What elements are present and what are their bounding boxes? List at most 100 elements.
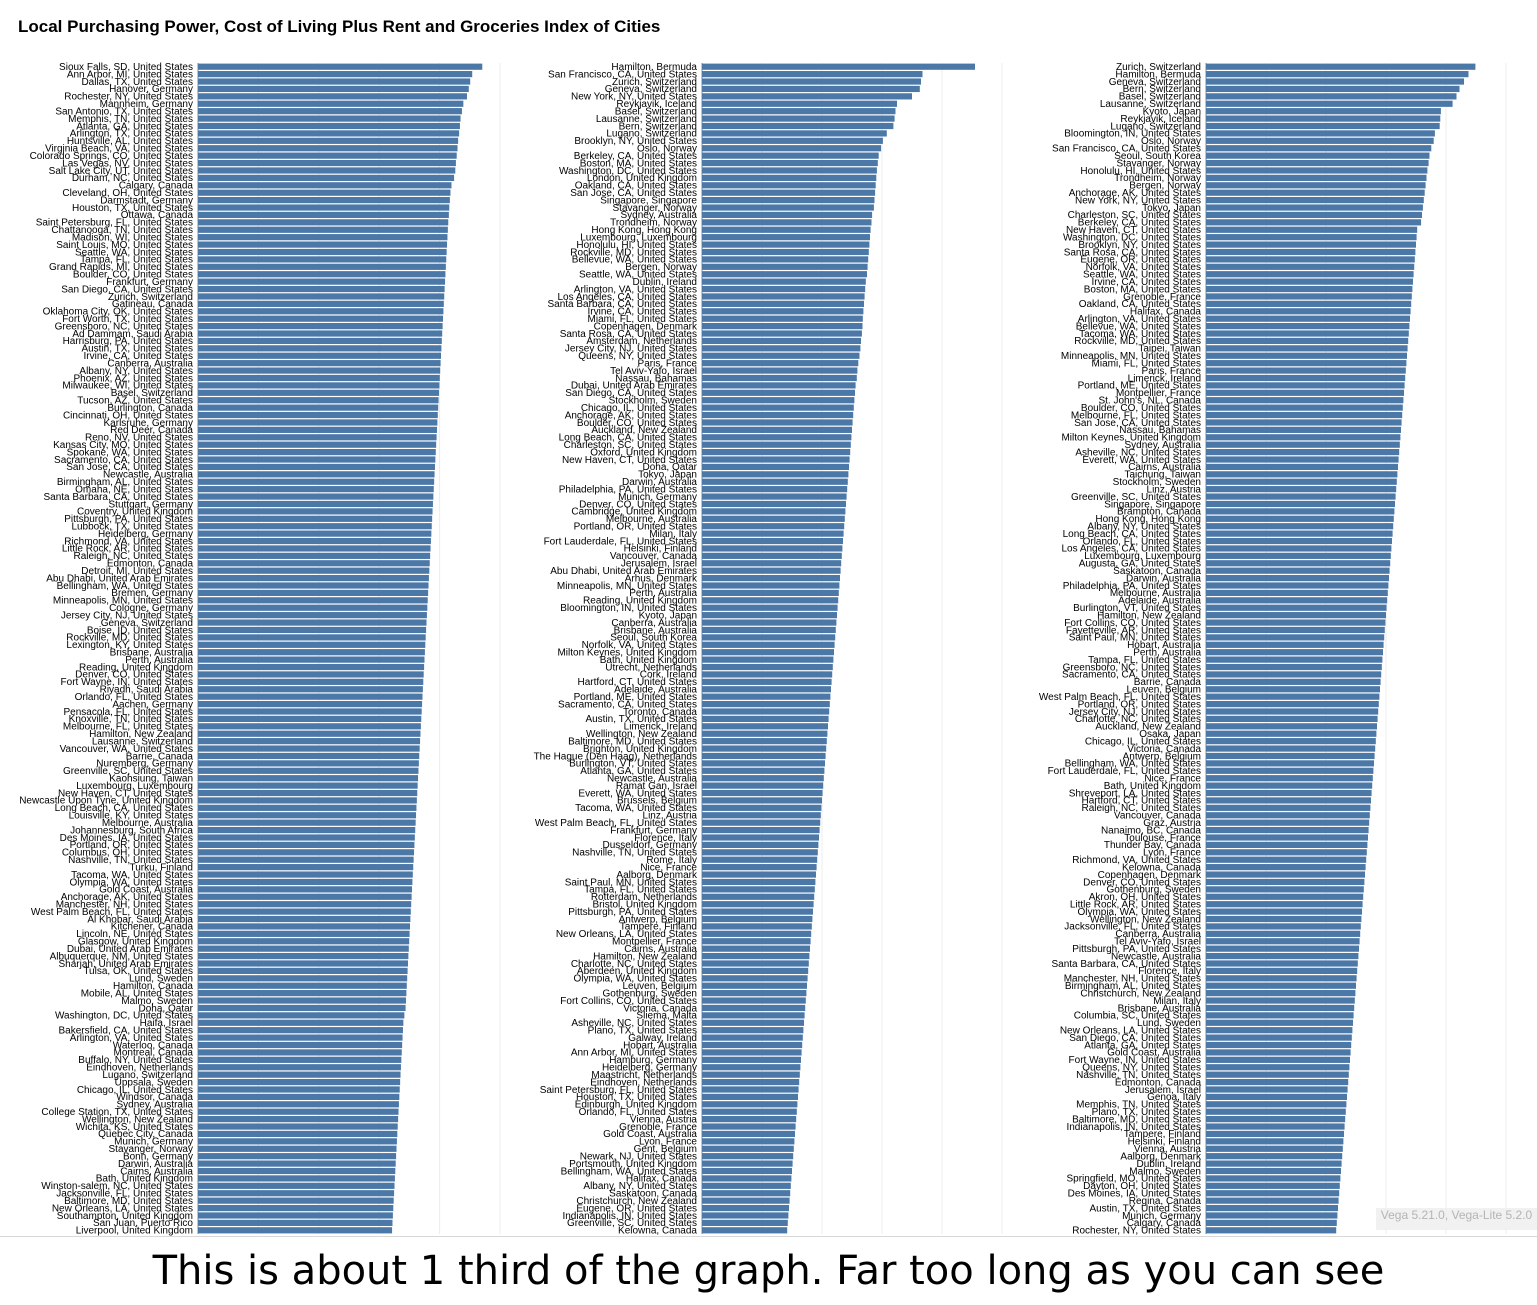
category-label: Irvine, CA, United States	[1092, 277, 1202, 288]
bar	[702, 782, 824, 789]
category-label: Vienna, Austria	[630, 1114, 698, 1125]
bar	[1206, 834, 1368, 841]
category-label: Dubai, United Arab Emirates	[571, 381, 697, 392]
category-label: Portland, OR, United States	[1078, 699, 1201, 710]
bar	[198, 804, 417, 811]
category-label: Bath, United Kingdom	[1104, 781, 1201, 792]
category-label: Jacksonville, FL, United States	[1064, 922, 1201, 933]
category-label: Fort Worth, TX, United States	[62, 314, 193, 325]
category-label: Philadelphia, PA, United States	[559, 484, 697, 495]
category-label: Saint Petersburg, FL, United States	[36, 218, 193, 229]
category-label: Raleigh, NC, United States	[73, 551, 193, 562]
category-label: Lugano, Switzerland	[606, 129, 697, 140]
category-label: Winston-salem, NC, United States	[41, 1181, 193, 1192]
bar	[1206, 493, 1396, 500]
category-label: Jerusalem, Israel	[1125, 1085, 1201, 1096]
category-label: Colorado Springs, CO, United States	[30, 151, 193, 162]
bar	[702, 219, 872, 226]
category-label: Milan, Italy	[1153, 996, 1201, 1007]
bar	[1206, 693, 1380, 700]
bar	[702, 493, 847, 500]
category-label: London, United Kingdom	[587, 173, 697, 184]
category-label: Everett, WA, United States	[578, 788, 697, 799]
bar	[1206, 330, 1409, 337]
bar	[1206, 352, 1407, 359]
bar	[1206, 419, 1402, 426]
bar	[702, 411, 854, 419]
bar	[198, 649, 425, 656]
category-label: Everett, WA, United States	[1082, 455, 1201, 466]
category-label: Stavanger, Norway	[1117, 158, 1202, 169]
category-label: Sacramento, CA, United States	[1062, 670, 1201, 681]
category-label: New York, NY, United States	[571, 92, 697, 103]
bar	[198, 715, 422, 723]
category-label: Zurich, Switzerland	[1116, 62, 1201, 73]
category-label: Montpellier, France	[612, 937, 697, 948]
category-label: College Station, TX, United States	[41, 1107, 193, 1118]
bar	[1206, 456, 1399, 463]
bar	[702, 345, 861, 352]
bar	[702, 589, 839, 597]
category-label: Tampere, Finland	[620, 922, 697, 933]
bar	[198, 886, 413, 893]
category-label: Burlington, VT, United States	[1073, 603, 1201, 614]
category-label: Taipei, Taiwan	[1138, 344, 1201, 355]
category-label: Tampa, FL, United States	[584, 885, 697, 896]
bar	[1206, 871, 1365, 878]
bar	[1206, 997, 1355, 1004]
bar	[198, 130, 460, 137]
category-label: Baltimore, MD, United States	[568, 736, 697, 747]
category-label: Luxembourg, Luxembourg	[1084, 551, 1201, 562]
bar	[198, 1227, 393, 1234]
category-label: San Diego, CA, United States	[1069, 1033, 1201, 1044]
bar	[198, 1123, 398, 1130]
bar	[1206, 315, 1410, 322]
category-label: Aalborg, Denmark	[616, 870, 698, 881]
bar	[1206, 1160, 1342, 1167]
bar	[198, 812, 417, 819]
category-label: Abu Dhabi, United Arab Emirates	[46, 573, 193, 584]
category-label: Birmingham, AL, United States	[57, 477, 193, 488]
category-label: Florence, Italy	[1138, 966, 1201, 977]
category-label: Grenoble, France	[619, 1122, 697, 1133]
bar	[198, 945, 409, 952]
category-label: Albany, NY, United States	[1087, 522, 1201, 533]
bar	[702, 1041, 803, 1049]
category-label: Perth, Australia	[1133, 648, 1201, 659]
bar	[198, 397, 439, 404]
bar	[1206, 537, 1392, 545]
category-label: Cincinnati, OH, United States	[63, 410, 193, 421]
category-label: Tulsa, OK, United States	[83, 966, 193, 977]
category-label: Tokyo, Japan	[638, 470, 697, 481]
category-label: Baltimore, MD, United States	[64, 1196, 193, 1207]
bar	[198, 789, 418, 797]
category-label: Jerusalem, Israel	[621, 559, 697, 570]
category-label: Santa Barbara, CA, United States	[43, 492, 193, 503]
category-label: Kyoto, Japan	[639, 610, 697, 621]
category-label: Johannesburg, South Africa	[70, 825, 193, 836]
category-label: Rome, Italy	[646, 855, 697, 866]
category-label: Indianapolis, IN, United States	[1066, 1122, 1201, 1133]
category-label: Auckland, New Zealand	[1095, 722, 1201, 733]
category-label: Greensboro, NC, United States	[55, 321, 193, 332]
bar	[702, 826, 820, 834]
bar	[1206, 1086, 1348, 1093]
bar	[702, 567, 841, 574]
category-label: Fort Wayne, IN, United States	[1069, 1055, 1201, 1066]
category-label: Cleveland, OH, United States	[62, 188, 193, 199]
bar	[702, 241, 870, 248]
category-label: Sydney, Australia	[620, 210, 697, 221]
category-label: New Haven, CT, United States	[1066, 225, 1201, 236]
bar	[198, 960, 408, 967]
bar	[198, 352, 442, 359]
bar	[702, 656, 834, 663]
bar	[198, 1153, 397, 1160]
bar	[198, 315, 444, 322]
category-label: Anchorage, AK, United States	[565, 410, 697, 421]
category-label: Dayton, OH, United States	[1083, 1181, 1201, 1192]
bar	[1206, 486, 1397, 493]
category-label: Christchurch, New Zealand	[1080, 988, 1201, 999]
bar	[1206, 634, 1385, 641]
category-label: Santa Rosa, CA, United States	[1064, 247, 1201, 258]
category-label: New York, NY, United States	[1075, 195, 1201, 206]
